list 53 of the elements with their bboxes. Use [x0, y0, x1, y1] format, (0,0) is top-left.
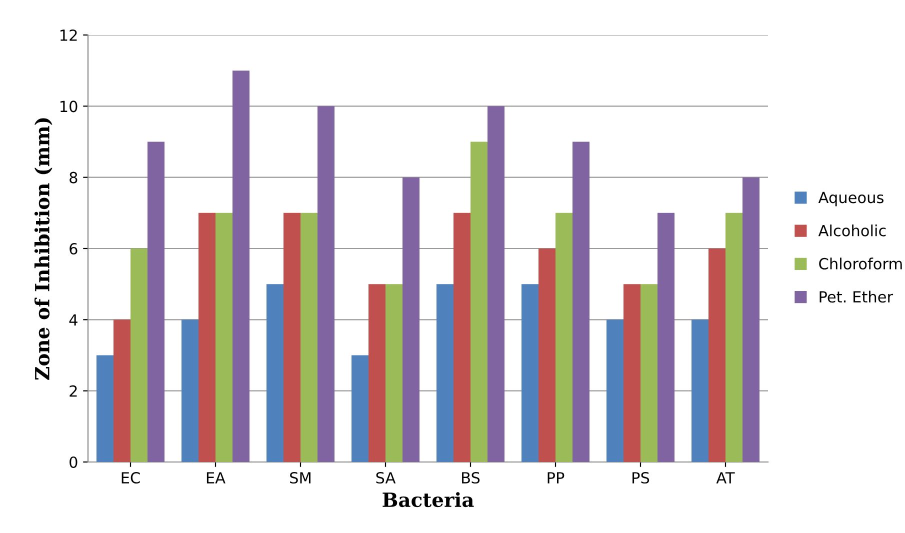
bar: [726, 212, 742, 462]
bar: [300, 212, 318, 462]
bar: [538, 248, 556, 462]
bar: [182, 320, 198, 462]
bar: [148, 142, 164, 462]
bar: [386, 284, 402, 462]
bar: [470, 142, 488, 462]
bar: [266, 284, 284, 462]
bar: [402, 177, 420, 462]
x-axis-title: Bacteria: [382, 492, 474, 508]
x-tick-label: SM: [290, 472, 310, 484]
x-tick-label: AT: [716, 472, 735, 484]
bar: [556, 212, 572, 462]
x-tick-label: EC: [122, 472, 140, 484]
bar: [318, 106, 334, 462]
y-tick-label: 0: [70, 456, 78, 468]
bar: [114, 320, 130, 462]
y-tick-label: 10: [60, 100, 78, 112]
bar: [606, 320, 624, 462]
bar: [198, 212, 216, 462]
x-tick-label: EA: [206, 472, 226, 484]
bar: [522, 284, 538, 462]
y-tick-label: 8: [70, 172, 78, 184]
bar: [454, 212, 470, 462]
x-tick-label: BS: [462, 472, 480, 484]
bar: [436, 284, 454, 462]
bar: [284, 212, 300, 462]
bar: [692, 320, 708, 462]
bar: [658, 212, 674, 462]
y-tick-label: 2: [70, 385, 77, 397]
legend-label: Chloroform: [819, 258, 902, 270]
bar: [640, 284, 658, 462]
legend-label: Aqueous: [818, 192, 884, 206]
bar: [368, 284, 386, 462]
x-tick-label: PP: [548, 472, 564, 484]
y-tick-label: 6: [70, 242, 78, 255]
bar: [96, 355, 114, 462]
y-axis-title: Zone of Inhibition (mm): [34, 118, 52, 380]
bar: [488, 106, 504, 462]
bar: [352, 355, 368, 462]
bar: [130, 248, 148, 462]
legend-label: Alcoholic: [818, 224, 886, 236]
bar: [216, 212, 232, 462]
bar: [708, 248, 726, 462]
bar: [742, 177, 760, 462]
y-tick-label: 12: [60, 29, 77, 41]
bar: [572, 142, 590, 462]
bar: [232, 70, 250, 462]
x-tick-label: PS: [632, 472, 650, 484]
legend-label: Pet. Ether: [820, 290, 894, 303]
x-tick-label: SA: [376, 472, 396, 484]
y-tick-label: 4: [69, 314, 78, 326]
bar: [624, 284, 640, 462]
